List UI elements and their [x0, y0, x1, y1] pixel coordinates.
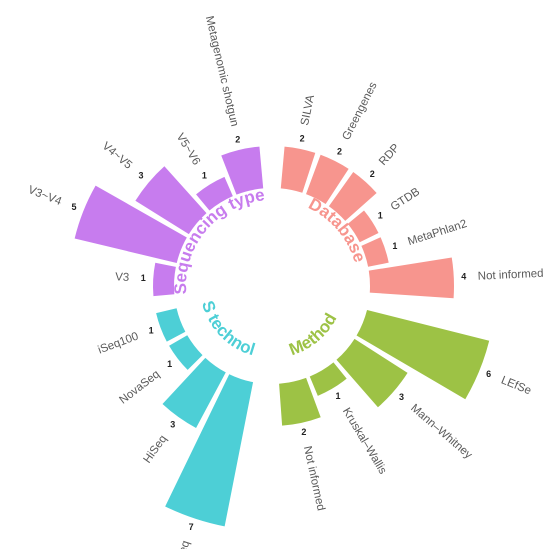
category-label-method-mann-whitney: Mann–Whitney — [408, 402, 474, 461]
value-label-database-not-informed: 4 — [461, 272, 466, 282]
category-label-ngs-technology-novaseq: NovaSeq — [117, 368, 162, 406]
value-label-sequencing-type-v4-v5: 3 — [138, 170, 143, 180]
category-label-database-silva: SILVA — [299, 94, 317, 127]
category-label-database-gtdb: GTDB — [389, 186, 423, 214]
bar-ngs-technology-hiseq — [162, 357, 226, 428]
value-label-method-lefse: 6 — [486, 369, 491, 379]
category-label-database-greengenes: Greengenes — [340, 80, 379, 142]
bar-database-gtdb — [347, 210, 379, 243]
group-title-method: Method — [286, 310, 340, 359]
value-label-database-rdp: 2 — [370, 169, 375, 179]
category-label-sequencing-type-v3: V3 — [115, 271, 130, 284]
category-label-ngs-technology-hiseq: HiSeq — [142, 433, 170, 465]
value-label-sequencing-type-metagenomic-shotgun: 2 — [235, 134, 240, 144]
value-label-sequencing-type-v3: 1 — [141, 273, 146, 283]
category-label-method-not-informed: Not informed — [301, 445, 327, 512]
value-label-method-mann-whitney: 3 — [399, 392, 404, 402]
bar-method-not-informed — [279, 377, 321, 426]
bar-ngs-technology-novaseq — [169, 335, 203, 370]
bar-sequencing-type-v4-v5 — [135, 166, 207, 235]
value-label-ngs-technology-novaseq: 1 — [167, 359, 172, 369]
bar-sequencing-type-v5-v6 — [196, 176, 233, 211]
value-label-method-not-informed: 2 — [301, 427, 306, 437]
bar-sequencing-type-metagenomic-shotgun — [221, 146, 264, 195]
category-label-sequencing-type-v5-v6: V5~V6 — [174, 131, 202, 167]
value-label-ngs-technology-iseq100: 1 — [149, 326, 154, 336]
bar-sequencing-type-v3-v4 — [74, 185, 187, 264]
bar-database-rdp — [328, 171, 377, 221]
bar-method-mann-whitney — [336, 338, 408, 408]
category-label-database-metaphlan2: MetaPhlan2 — [406, 218, 468, 248]
category-label-database-rdp: RDP — [377, 142, 402, 168]
bar-database-not-informed — [368, 257, 454, 299]
category-label-database-not-informed: Not informed — [478, 268, 544, 283]
bar-database-silva — [280, 146, 316, 193]
bar-method-lefse — [356, 309, 490, 400]
bar-sequencing-type-v3 — [153, 262, 176, 297]
value-label-sequencing-type-v5-v6: 1 — [202, 171, 207, 181]
value-label-method-kruskal-wallis: 1 — [335, 391, 340, 401]
category-label-method-kruskal-wallis: Kruskal–Wallis — [340, 406, 389, 477]
category-label-ngs-technology-iseq100: iSeq100 — [96, 330, 140, 356]
value-label-database-greengenes: 2 — [337, 146, 342, 156]
value-label-sequencing-type-v3-v4: 5 — [71, 202, 76, 212]
bar-database-metaphlan2 — [361, 237, 389, 267]
bar-method-kruskal-wallis — [309, 362, 347, 396]
value-label-ngs-technology-hiseq: 3 — [170, 420, 175, 430]
value-label-database-silva: 2 — [300, 133, 305, 143]
bar-ngs-technology-iseq100 — [156, 308, 186, 342]
category-label-ngs-technology-miseq: MiSeq — [171, 539, 193, 549]
category-label-sequencing-type-metagenomic-shotgun: Metagenomic shotgun — [203, 15, 241, 128]
value-label-ngs-technology-miseq: 7 — [189, 522, 194, 532]
bar-database-greengenes — [306, 154, 349, 204]
value-label-database-metaphlan2: 1 — [392, 241, 397, 251]
category-label-method-lefse: LEfSe — [499, 374, 533, 397]
value-label-database-gtdb: 1 — [378, 210, 383, 220]
category-label-sequencing-type-v4-v5: V4~V5 — [100, 140, 134, 172]
category-label-sequencing-type-v3-v4: V3~V4 — [26, 184, 63, 208]
bar-ngs-technology-miseq — [165, 374, 254, 527]
